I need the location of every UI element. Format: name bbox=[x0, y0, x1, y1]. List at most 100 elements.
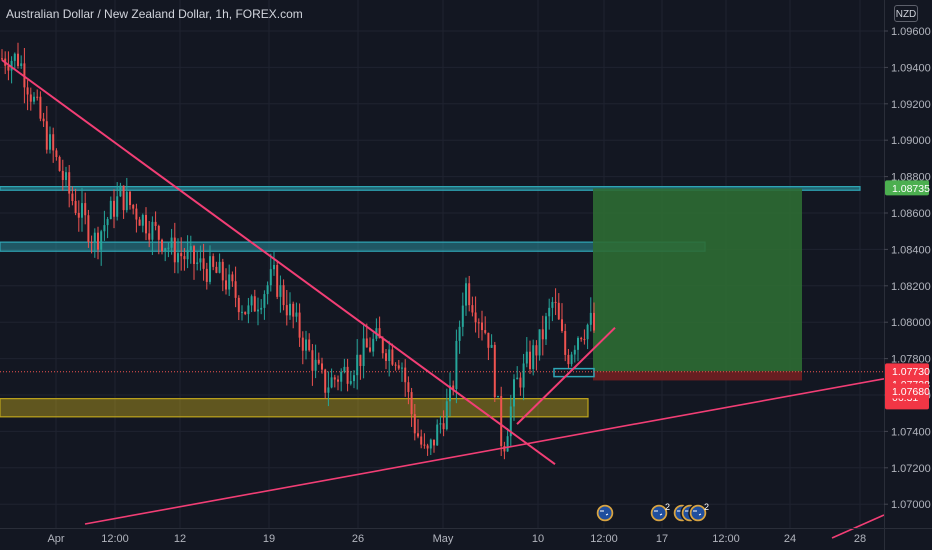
candle-body bbox=[359, 354, 362, 367]
chart-title: Australian Dollar / New Zealand Dollar, … bbox=[6, 7, 303, 21]
candle-body bbox=[173, 237, 176, 263]
candle-body bbox=[407, 382, 410, 393]
candle-body bbox=[292, 303, 295, 317]
candle-body bbox=[404, 367, 407, 383]
candle-body bbox=[503, 445, 506, 452]
x-tick-label: 26 bbox=[352, 533, 364, 545]
candle-body bbox=[369, 347, 371, 352]
candle-body bbox=[228, 274, 231, 290]
time-axis[interactable]: Apr 12:00 12 19 26 May 10 12:00 17 12:00 24 28 bbox=[0, 528, 932, 546]
resistance-zone bbox=[0, 186, 861, 191]
candle-body bbox=[61, 170, 64, 181]
candle-body bbox=[545, 316, 547, 340]
candle-body bbox=[17, 53, 19, 67]
candle-body bbox=[493, 344, 496, 398]
candle-body bbox=[180, 253, 183, 257]
candle-body bbox=[298, 312, 301, 338]
candle-body bbox=[170, 237, 173, 248]
candle-body bbox=[125, 191, 128, 211]
event-count: 2 bbox=[665, 502, 670, 512]
event-markers[interactable]: 222 bbox=[595, 502, 709, 523]
candle-body bbox=[490, 344, 493, 348]
candle-body bbox=[276, 264, 279, 297]
candle-body bbox=[295, 312, 298, 317]
candle-body bbox=[445, 401, 448, 430]
candle-body bbox=[529, 351, 531, 370]
candle-body bbox=[45, 121, 48, 150]
candle-body bbox=[509, 406, 512, 437]
candle-body bbox=[397, 365, 400, 369]
candle-body bbox=[215, 266, 218, 273]
candle-body bbox=[349, 381, 352, 384]
x-tick-label: 12:00 bbox=[590, 533, 618, 545]
ascending-support-line bbox=[84, 378, 885, 525]
candle-body bbox=[314, 359, 317, 371]
candle-body bbox=[253, 296, 256, 312]
last-price-text: 1.07730 bbox=[892, 366, 930, 378]
support-zone bbox=[0, 398, 589, 418]
y-tick-label: 1.07800 bbox=[891, 354, 931, 366]
candle-body bbox=[122, 185, 125, 211]
currency-selector[interactable]: NZD bbox=[894, 5, 918, 22]
descending-trendline bbox=[1, 59, 556, 465]
candle-body bbox=[109, 200, 112, 220]
candle-body bbox=[455, 340, 458, 389]
candle-body bbox=[420, 436, 423, 445]
stop-zone bbox=[593, 371, 802, 381]
candle-body bbox=[525, 351, 528, 364]
candle-body bbox=[209, 256, 211, 282]
candle-body bbox=[394, 364, 397, 366]
x-tick-label: 19 bbox=[263, 533, 275, 545]
drawing-zones bbox=[0, 186, 884, 418]
candle-body bbox=[138, 219, 141, 226]
candle-body bbox=[468, 283, 471, 306]
candle-body bbox=[186, 250, 189, 260]
candle-body bbox=[461, 305, 464, 327]
candle-body bbox=[196, 262, 199, 264]
candle-body bbox=[551, 301, 554, 308]
candle-body bbox=[305, 339, 307, 351]
entry-marker bbox=[553, 367, 595, 378]
candle-body bbox=[532, 345, 535, 370]
candle-body bbox=[141, 214, 144, 226]
candle-body bbox=[417, 433, 419, 437]
candle-body bbox=[39, 96, 42, 119]
candle-body bbox=[365, 338, 368, 348]
candle-body bbox=[84, 203, 87, 216]
price-axis[interactable]: 1.096001.094001.092001.090001.088001.086… bbox=[884, 0, 931, 550]
candle-body bbox=[116, 196, 119, 217]
stop-price-text: 1.07680 bbox=[892, 386, 930, 398]
au-flag-icon-stars bbox=[693, 510, 702, 516]
candle-body bbox=[577, 337, 579, 350]
candle-body bbox=[346, 366, 349, 384]
candle-body bbox=[241, 311, 243, 313]
stop-price-badge bbox=[885, 383, 929, 399]
candle-body bbox=[58, 156, 61, 171]
candle-body bbox=[337, 379, 339, 382]
candle-body bbox=[589, 312, 592, 325]
candle-body bbox=[154, 221, 157, 226]
ascending-line-continuation bbox=[831, 514, 885, 539]
candle-body bbox=[151, 221, 154, 240]
candle-body bbox=[401, 367, 403, 369]
candle-body bbox=[202, 258, 205, 269]
candle-body bbox=[583, 339, 586, 341]
candle-body bbox=[282, 285, 285, 306]
candle-body bbox=[20, 63, 23, 67]
x-tick-label: May bbox=[433, 533, 454, 545]
candle-body bbox=[327, 387, 330, 393]
candle-body bbox=[231, 274, 234, 282]
candle-body bbox=[317, 359, 320, 364]
x-tick-label: 28 bbox=[854, 533, 866, 545]
candle-body bbox=[548, 307, 551, 317]
candle-body bbox=[439, 423, 442, 425]
candle-body bbox=[1, 58, 3, 60]
y-tick-label: 1.07200 bbox=[891, 463, 931, 475]
candle-body bbox=[436, 424, 439, 446]
candle-body bbox=[225, 280, 227, 290]
candle-body bbox=[513, 379, 515, 407]
candle-body bbox=[481, 322, 483, 331]
candle-body bbox=[343, 366, 346, 372]
